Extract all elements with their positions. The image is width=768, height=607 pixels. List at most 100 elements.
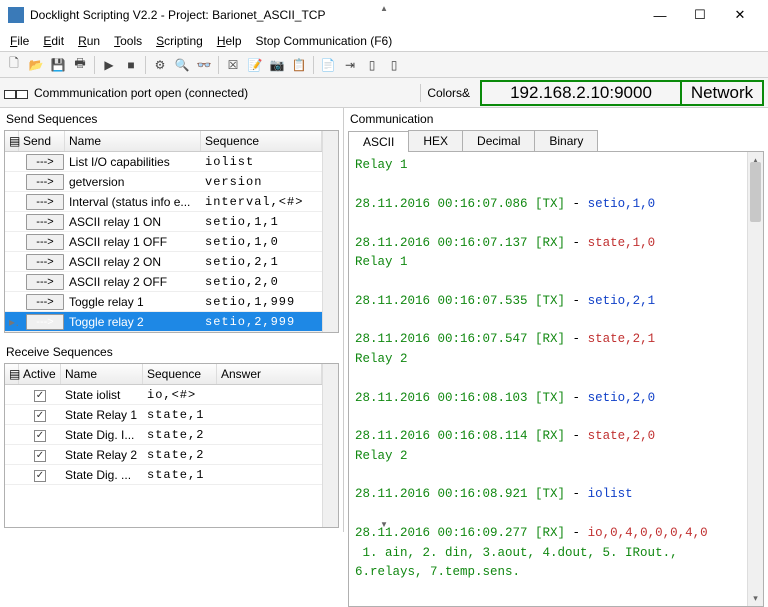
send-row[interactable]: --->ASCII relay 2 ONsetio,2,1 — [5, 252, 322, 272]
col-active[interactable]: Active — [19, 364, 61, 384]
row-name: State Relay 1 — [61, 407, 143, 423]
address-ip[interactable]: 192.168.2.10:9000 — [482, 82, 682, 104]
row-answer — [217, 474, 322, 476]
recv-row[interactable]: ✓State Dig. ...state,1 — [5, 465, 322, 485]
row-marker: ▸ — [5, 314, 19, 330]
colors-label[interactable]: Colors& — [420, 84, 476, 102]
doc-icon[interactable]: ▯ — [362, 55, 382, 75]
row-sequence: state,2 — [143, 427, 217, 443]
col-answer[interactable]: Answer — [217, 364, 322, 384]
active-checkbox[interactable]: ✓ — [34, 450, 46, 462]
active-checkbox[interactable]: ✓ — [34, 430, 46, 442]
comm-tabs: ASCII HEX Decimal Binary — [348, 130, 764, 152]
send-row[interactable]: --->ASCII relay 1 ONsetio,1,1 — [5, 212, 322, 232]
note-icon[interactable]: 📝 — [245, 55, 265, 75]
open-icon[interactable]: 📂 — [26, 55, 46, 75]
col-sequence[interactable]: Sequence — [143, 364, 217, 384]
scrollbar[interactable]: ▴ ▾ — [322, 364, 338, 527]
send-button[interactable]: ---> — [26, 214, 64, 230]
send-sequences-title: Send Sequences — [0, 108, 343, 128]
doc2-icon[interactable]: ▯ — [384, 55, 404, 75]
menu-tools[interactable]: Tools — [108, 32, 148, 50]
menu-help[interactable]: Help — [211, 32, 248, 50]
copy-icon[interactable]: 📄 — [318, 55, 338, 75]
menu-run[interactable]: Run — [72, 32, 106, 50]
send-row[interactable]: --->getversionversion — [5, 172, 322, 192]
status-text: Commmunication port open (connected) — [34, 86, 420, 100]
expand-icon[interactable]: ▤ — [5, 364, 19, 384]
row-sequence: state,1 — [143, 467, 217, 483]
tab-binary[interactable]: Binary — [534, 130, 598, 151]
active-checkbox[interactable]: ✓ — [34, 390, 46, 402]
row-name: Toggle relay 2 — [65, 314, 201, 330]
menu-file[interactable]: File — [4, 32, 35, 50]
send-row[interactable]: --->ASCII relay 2 OFFsetio,2,0 — [5, 272, 322, 292]
send-button[interactable]: ---> — [26, 294, 64, 310]
terminal-output[interactable]: Relay 1 28.11.2016 00:16:07.086 [TX] - s… — [349, 152, 747, 606]
send-button[interactable]: ---> — [26, 154, 64, 170]
col-sequence[interactable]: Sequence — [201, 131, 322, 151]
row-marker — [5, 394, 19, 396]
row-marker — [5, 301, 19, 303]
stop-icon[interactable]: ■ — [121, 55, 141, 75]
statusbar: Commmunication port open (connected) Col… — [0, 78, 768, 108]
send-row[interactable]: --->List I/O capabilitiesiolist — [5, 152, 322, 172]
send-button[interactable]: ---> — [26, 174, 64, 190]
scrollbar[interactable]: ▴ ▾ — [322, 131, 338, 332]
toolbar: 🗋 📂 💾 🖶 ▶ ■ ⚙ 🔍 👓 ☒ 📝 📷 📋 📄 ⇥ ▯ ▯ — [0, 52, 768, 78]
recv-row[interactable]: ✓State Relay 1state,1 — [5, 405, 322, 425]
send-row[interactable]: --->Toggle relay 1setio,1,999 — [5, 292, 322, 312]
row-name: State Dig. I... — [61, 427, 143, 443]
expand-icon[interactable]: ▤ — [5, 131, 19, 151]
camera-icon[interactable]: 📷 — [267, 55, 287, 75]
col-name[interactable]: Name — [65, 131, 201, 151]
recv-row[interactable]: ✓ State Dig. I...state,2 — [5, 425, 322, 445]
send-row[interactable]: ▸ --->Toggle relay 2setio,2,999 — [5, 312, 322, 332]
address-mode[interactable]: Network — [682, 82, 762, 104]
row-answer — [217, 454, 322, 456]
send-button[interactable]: ---> — [26, 314, 64, 330]
send-button[interactable]: ---> — [26, 234, 64, 250]
tool-icon[interactable]: ⚙ — [150, 55, 170, 75]
row-sequence: interval,<#> — [201, 194, 322, 210]
row-name: ASCII relay 2 ON — [65, 254, 201, 270]
send-sequences-grid: ▤ Send Name Sequence --->List I/O capabi… — [4, 130, 339, 333]
row-sequence: setio,2,999 — [201, 314, 322, 330]
tab-decimal[interactable]: Decimal — [462, 130, 535, 151]
menu-scripting[interactable]: Scripting — [150, 32, 209, 50]
send-button[interactable]: ---> — [26, 254, 64, 270]
tab-hex[interactable]: HEX — [408, 130, 463, 151]
row-name: ASCII relay 1 OFF — [65, 234, 201, 250]
play-icon[interactable]: ▶ — [99, 55, 119, 75]
menubar: File Edit Run Tools Scripting Help Stop … — [0, 30, 768, 52]
clipboard-icon[interactable]: 📋 — [289, 55, 309, 75]
col-name[interactable]: Name — [61, 364, 143, 384]
clear-icon[interactable]: ☒ — [223, 55, 243, 75]
recv-row[interactable]: ✓State Relay 2state,2 — [5, 445, 322, 465]
recv-row[interactable]: ✓State iolistio,<#> — [5, 385, 322, 405]
search-icon[interactable]: 🔍 — [172, 55, 192, 75]
print-icon[interactable]: 🖶 — [70, 55, 90, 75]
tab-ascii[interactable]: ASCII — [348, 131, 409, 152]
terminal-scrollbar[interactable]: ▴ ▾ — [747, 152, 763, 606]
menu-stop-communication[interactable]: Stop Communication (F6) — [250, 32, 399, 50]
send-button[interactable]: ---> — [26, 274, 64, 290]
save-icon[interactable]: 💾 — [48, 55, 68, 75]
step-icon[interactable]: ⇥ — [340, 55, 360, 75]
send-button[interactable]: ---> — [26, 194, 64, 210]
new-icon[interactable]: 🗋 — [4, 55, 24, 75]
row-answer — [217, 434, 322, 436]
menu-edit[interactable]: Edit — [37, 32, 70, 50]
send-row[interactable]: --->ASCII relay 1 OFFsetio,1,0 — [5, 232, 322, 252]
active-checkbox[interactable]: ✓ — [34, 470, 46, 482]
row-name: State iolist — [61, 387, 143, 403]
row-sequence: state,2 — [143, 447, 217, 463]
row-sequence: version — [201, 174, 322, 190]
binoculars-icon[interactable]: 👓 — [194, 55, 214, 75]
row-marker — [5, 181, 19, 183]
send-row[interactable]: --->Interval (status info e...interval,<… — [5, 192, 322, 212]
active-checkbox[interactable]: ✓ — [34, 410, 46, 422]
col-send[interactable]: Send — [19, 131, 65, 151]
row-sequence: setio,2,1 — [201, 254, 322, 270]
row-marker — [5, 201, 19, 203]
